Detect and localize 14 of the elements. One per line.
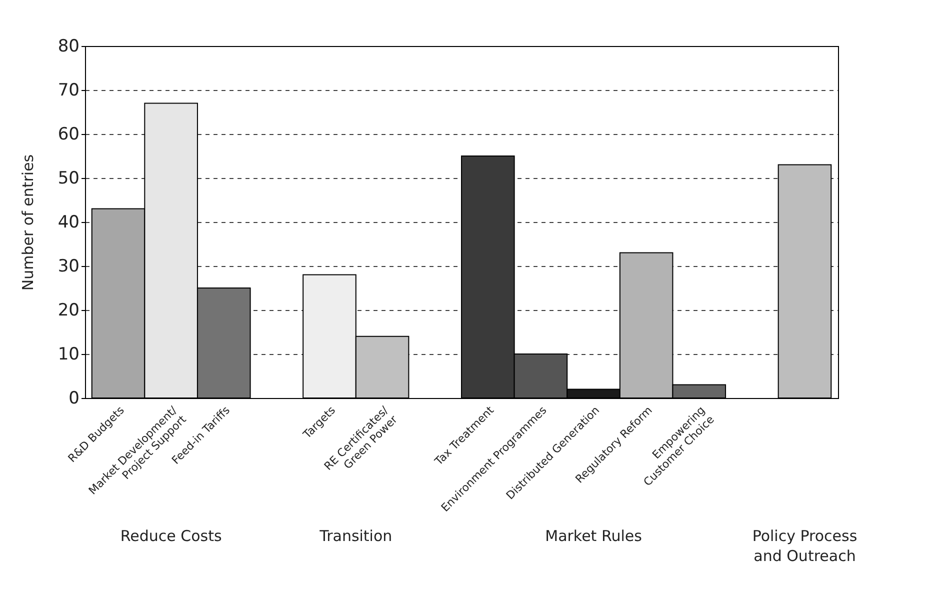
y-tick-label: 30 <box>58 256 80 276</box>
y-tick-label: 70 <box>58 80 80 100</box>
text: Policy Process and Outreach <box>752 527 858 565</box>
y-tick-label: 10 <box>58 344 80 364</box>
y-axis-title: Number of entries <box>18 154 37 291</box>
y-tick-label: 0 <box>68 388 80 408</box>
text: Transition <box>318 527 392 545</box>
y-tick-label: 80 <box>58 36 80 56</box>
text: Market Rules <box>545 527 642 545</box>
y-tick-label: 40 <box>58 212 80 232</box>
y-tick-label: 60 <box>58 124 80 144</box>
y-tick-label: 50 <box>58 168 80 188</box>
y-tick-label: 20 <box>58 300 80 320</box>
text: Reduce Costs <box>120 527 222 545</box>
